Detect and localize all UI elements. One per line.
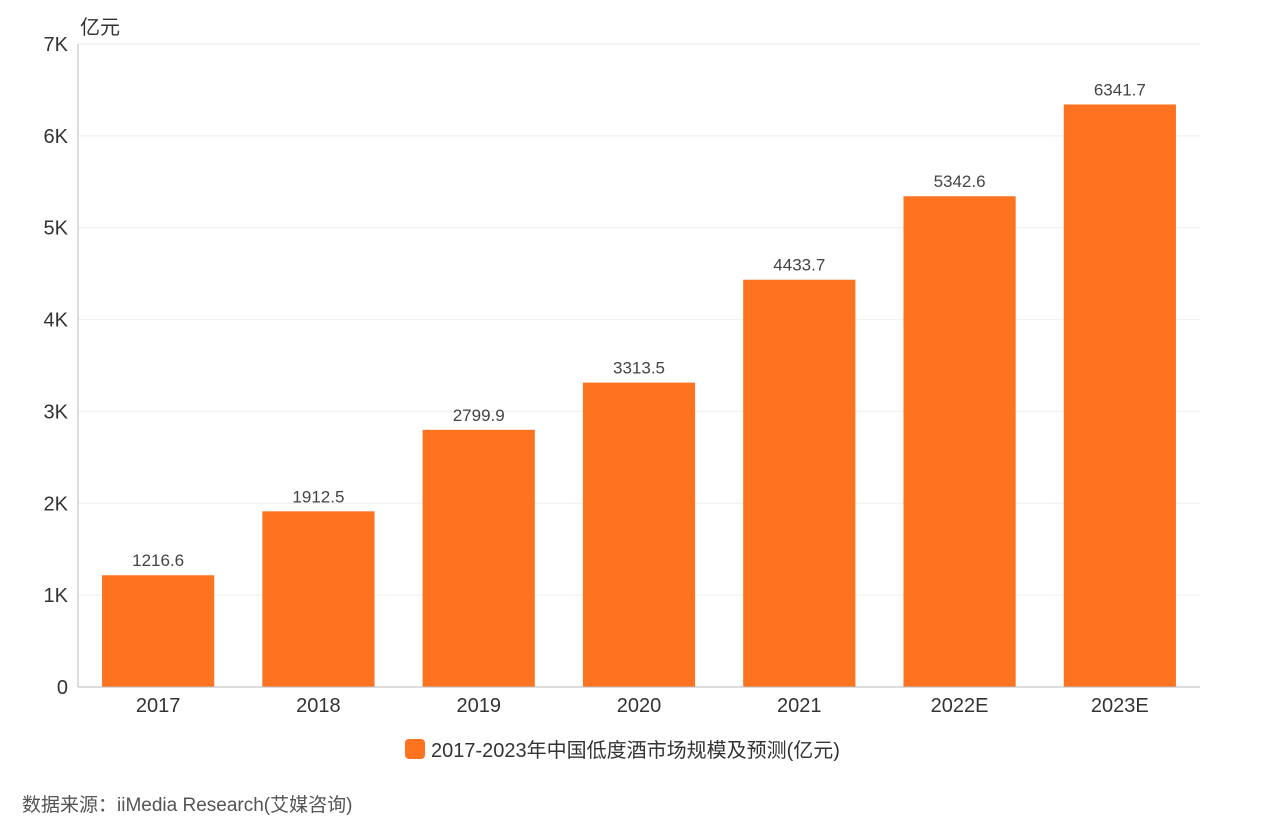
y-axis-unit-label: 亿元 xyxy=(80,16,120,39)
y-tick-label: 4K xyxy=(44,310,69,332)
x-tick-label-2017: 2017 xyxy=(136,695,181,717)
y-tick-label: 7K xyxy=(44,34,69,56)
x-tick-label-2018: 2018 xyxy=(296,695,341,717)
bar-2023E[interactable] xyxy=(1063,104,1176,688)
x-tick-label-2023E: 2023E xyxy=(1091,695,1149,717)
data-labels: 1216.6 1912.5 2799.9 3313.5 4433.7 5342.6 6341… xyxy=(132,80,1146,570)
data-label-2019: 2799.9 xyxy=(453,406,505,425)
legend[interactable]: 2017-2023年中国低度酒市场规模及预测(亿元) xyxy=(405,734,840,763)
y-tick-label: 3K xyxy=(44,401,69,423)
y-tick-label: 0 xyxy=(57,677,68,699)
y-tick-label: 6K xyxy=(44,126,69,148)
legend-swatch xyxy=(405,738,425,759)
data-label-2023E: 6341.7 xyxy=(1094,80,1146,99)
y-tick-label: 1K xyxy=(44,585,69,607)
bar-2019[interactable] xyxy=(422,429,535,687)
x-tick-label-2020: 2020 xyxy=(617,695,662,717)
bars xyxy=(102,104,1176,688)
data-label-2020: 3313.5 xyxy=(613,359,665,378)
bar-2020[interactable] xyxy=(582,382,696,687)
bar-2021[interactable] xyxy=(743,279,856,687)
bar-2022E[interactable] xyxy=(903,196,1016,688)
data-label-2018: 1912.5 xyxy=(292,487,344,506)
x-tick-label-2019: 2019 xyxy=(456,695,501,717)
x-tick-label-2022E: 2022E xyxy=(931,695,989,717)
source-note: 数据来源：iiMedia Research(艾媒咨询) xyxy=(22,795,353,816)
x-tick-label-2021: 2021 xyxy=(777,695,822,717)
bar-2018[interactable] xyxy=(262,511,375,687)
data-label-2022E: 5342.6 xyxy=(934,172,986,191)
data-label-2017: 1216.6 xyxy=(132,551,184,570)
legend-label: 2017-2023年中国低度酒市场规模及预测(亿元) xyxy=(431,740,840,762)
y-tick-label: 2K xyxy=(44,493,69,515)
y-tick-label: 5K xyxy=(44,218,69,240)
axes: 0 1K 2K 3K 4K 5K 6K 7K 2017 2018 2019 2020 2021 2022E… xyxy=(44,34,1200,717)
data-label-2021: 4433.7 xyxy=(773,256,825,275)
bar-2017[interactable] xyxy=(102,575,215,687)
